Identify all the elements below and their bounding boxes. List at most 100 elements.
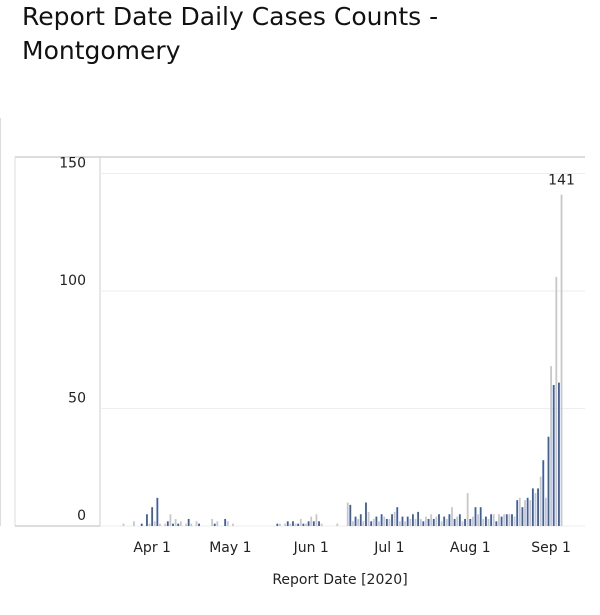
bar [378, 521, 380, 526]
bar [453, 518, 456, 526]
bar [302, 523, 305, 526]
bar [451, 507, 453, 526]
bar [471, 516, 474, 526]
bar [354, 516, 357, 526]
bar [336, 523, 339, 526]
bar [440, 521, 443, 526]
bar [534, 493, 537, 526]
bar [547, 436, 550, 526]
bar [456, 516, 459, 526]
bar [276, 523, 279, 526]
bar [352, 521, 354, 526]
bar [151, 507, 154, 526]
bar [185, 523, 187, 526]
x-tick-label: Jun 1 [293, 540, 329, 556]
bar [349, 504, 352, 526]
bar [427, 518, 430, 526]
bar [417, 511, 420, 526]
x-axis-title: Report Date [2020] [272, 572, 407, 588]
bar [393, 511, 396, 526]
bar [558, 382, 560, 526]
bar [443, 516, 446, 526]
bar [146, 514, 148, 526]
bar [401, 516, 404, 526]
bar [156, 497, 159, 526]
bar [132, 521, 135, 526]
bar [508, 514, 511, 526]
bar [320, 523, 323, 526]
bar [469, 518, 472, 526]
bar [292, 521, 294, 526]
bar [174, 518, 177, 526]
bar [312, 521, 315, 526]
bar [213, 523, 216, 526]
bar [122, 523, 125, 526]
bar [495, 521, 498, 526]
bar [375, 516, 378, 526]
bar [177, 523, 180, 526]
bar [286, 521, 289, 526]
bar [458, 514, 461, 526]
bar [409, 518, 412, 526]
bar [490, 514, 493, 526]
bar [140, 523, 143, 526]
bar [438, 514, 440, 526]
bar [498, 514, 500, 526]
bar [190, 523, 193, 526]
bar [485, 516, 487, 526]
bar [380, 514, 383, 526]
bar [430, 514, 433, 526]
bar [195, 521, 198, 526]
bar [445, 518, 448, 526]
bar [388, 518, 391, 526]
bar [526, 497, 529, 526]
bar [372, 518, 375, 526]
bar [414, 518, 417, 526]
y-tick-label: 100 [59, 273, 86, 289]
bar [419, 518, 422, 526]
x-tick-label: May 1 [209, 540, 251, 556]
bar [537, 488, 539, 526]
bar [383, 516, 386, 526]
bar [198, 523, 200, 526]
bar [542, 460, 545, 526]
bar [505, 514, 508, 526]
bar [148, 523, 151, 526]
bar [503, 514, 506, 526]
bar [555, 276, 558, 526]
bar [359, 514, 362, 526]
y-tick-label: 150 [59, 155, 86, 171]
data-label: 141 [548, 173, 575, 189]
y-tick-label: 0 [77, 508, 86, 524]
chart-title: Report Date Daily Cases Counts - Montgom… [22, 2, 439, 65]
bar [544, 497, 547, 526]
bar [346, 502, 349, 526]
bar [435, 516, 438, 526]
bar [396, 507, 399, 526]
bar [406, 516, 409, 526]
bar [391, 514, 393, 526]
bar [477, 514, 480, 526]
bar [539, 476, 542, 526]
bar [466, 493, 469, 526]
bar [482, 518, 485, 526]
bar [461, 521, 464, 526]
bar [521, 507, 524, 526]
bar [305, 523, 307, 526]
bar [422, 521, 425, 526]
bar [513, 516, 516, 526]
bar [307, 521, 310, 526]
bar [179, 521, 182, 526]
x-tick-label: Apr 1 [133, 540, 171, 556]
bar [367, 511, 370, 526]
bar [279, 523, 281, 526]
bar [518, 497, 521, 526]
y-tick-label: 50 [68, 390, 86, 406]
bar [432, 518, 435, 526]
bar [294, 523, 297, 526]
bar [211, 518, 214, 526]
bar [187, 518, 190, 526]
bar [529, 500, 532, 526]
